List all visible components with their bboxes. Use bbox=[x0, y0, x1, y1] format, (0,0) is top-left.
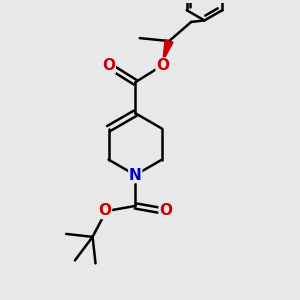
Polygon shape bbox=[163, 40, 173, 62]
Text: O: O bbox=[98, 203, 112, 218]
Text: N: N bbox=[129, 167, 142, 182]
Text: O: O bbox=[156, 58, 169, 73]
Text: O: O bbox=[102, 58, 115, 73]
Text: O: O bbox=[159, 203, 172, 218]
